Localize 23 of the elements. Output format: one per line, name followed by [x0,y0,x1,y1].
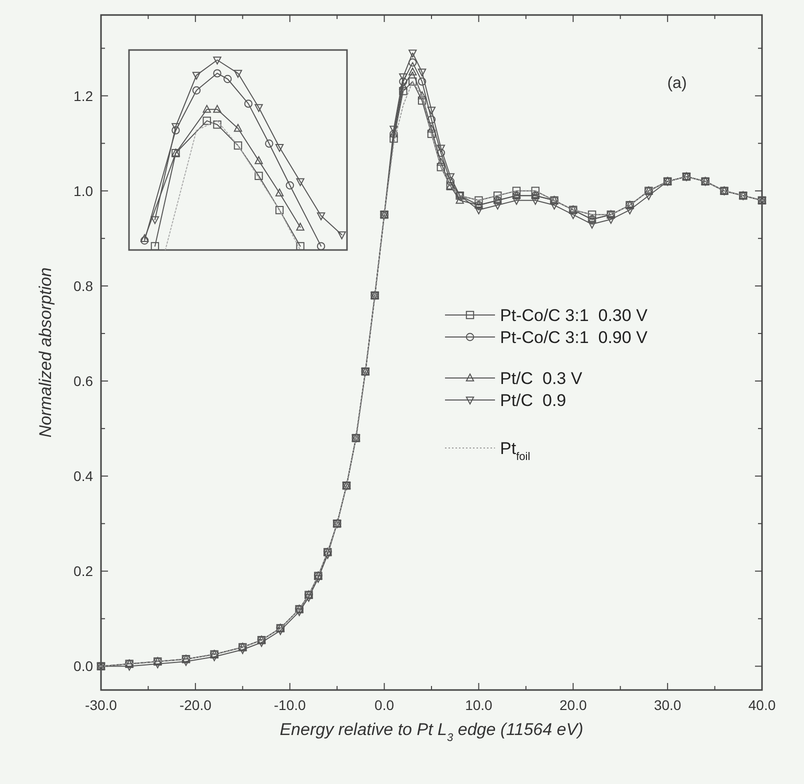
x-tick-label: -10.0 [274,697,306,713]
y-tick-label: 1.0 [74,182,94,199]
x-axis-title: Energy relative to Pt L$_{3}$ edge (11564 eV) [280,720,584,744]
y-axis-title: Normalized absorption [36,267,55,438]
legend-label: Pt/C 0.3 V [500,369,583,388]
legend-label: Pt/C 0.9 [500,391,566,410]
x-tick-label: -30.0 [85,697,118,713]
y-tick-label: 0.6 [74,373,94,390]
y-tick-label: 0.8 [74,278,94,294]
x-tick-label: 40.0 [748,697,776,713]
legend-label: Pt-Co/C 3:1 0.90 V [500,328,648,347]
x-tick-label: 10.0 [465,697,493,713]
y-tick-label: 0.2 [74,563,94,580]
y-tick-label: 1.2 [74,88,94,104]
legend-label: Pt$_{foil}$ [500,439,530,463]
y-tick-label: 0.0 [74,658,94,674]
x-tick-label: 20.0 [560,697,587,713]
x-tick-label: 0.0 [374,697,394,713]
annotation: (a) [667,75,687,92]
legend-label: Pt-Co/C 3:1 0.30 V [500,306,648,325]
x-tick-label: 30.0 [654,697,682,713]
y-tick-label: 0.4 [74,468,94,484]
x-tick-label: -20.0 [179,697,212,713]
